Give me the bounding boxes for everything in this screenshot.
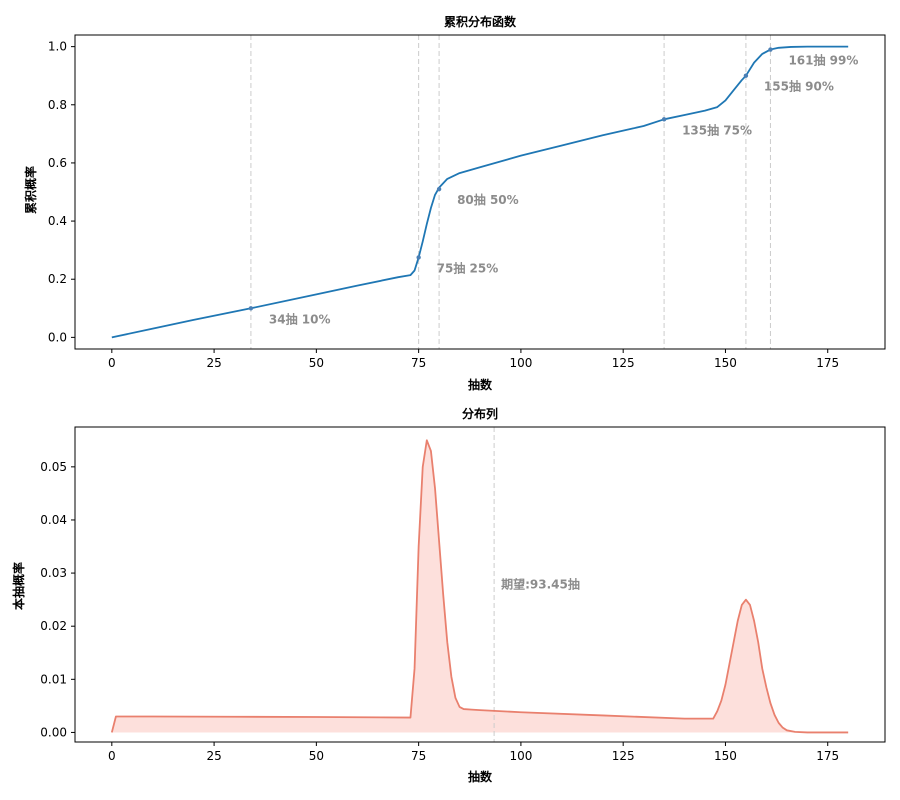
cdf-marker-point-5 bbox=[768, 47, 773, 52]
pmf-axes-frame bbox=[74, 426, 886, 743]
cdf-marker-point-3 bbox=[661, 117, 667, 122]
pmf-marker-label-0: 期望:93.45抽 bbox=[501, 577, 580, 592]
cdf-xtick-label-6: 150 bbox=[714, 356, 737, 370]
cdf-ytick-label-3: 0.6 bbox=[48, 156, 67, 170]
cdf-chart: 累积分布函数 抽数 累积概率 34抽 10% 75抽 25% 80抽 50% 135抽… bbox=[23, 14, 886, 392]
cdf-marker-point-0 bbox=[248, 306, 254, 311]
cdf-ytick-label-1: 0.2 bbox=[48, 272, 67, 286]
pmf-ytick-label-5: 0.05 bbox=[40, 460, 67, 474]
cdf-xtick-label-7: 175 bbox=[816, 356, 839, 370]
cdf-ytick-label-4: 0.8 bbox=[48, 98, 67, 112]
pmf-title: 分布列 bbox=[462, 406, 498, 421]
pmf-ytick-label-4: 0.04 bbox=[40, 513, 67, 527]
pmf-ytick-label-1: 0.01 bbox=[40, 672, 67, 686]
cdf-ytick-label-0: 0.0 bbox=[48, 330, 67, 344]
cdf-ytick-label-5: 1.0 bbox=[48, 40, 67, 54]
pmf-chart: 分布列 抽数 本抽概率 期望:93.45抽 0 25 50 75 100 125 150 175… bbox=[11, 406, 886, 784]
cdf-title: 累积分布函数 bbox=[444, 14, 517, 29]
cdf-xtick-label-0: 0 bbox=[108, 356, 116, 370]
cdf-marker-label-4: 155抽 90% bbox=[764, 79, 834, 94]
pmf-xlabel: 抽数 bbox=[468, 769, 493, 784]
pmf-xtick-label-0: 0 bbox=[108, 749, 116, 763]
cdf-marker-point-2 bbox=[436, 186, 442, 192]
pmf-area-fill bbox=[111, 440, 849, 733]
cdf-xtick-label-3: 75 bbox=[411, 356, 426, 370]
cdf-marker-label-1: 75抽 25% bbox=[437, 260, 499, 275]
pmf-xtick-label-5: 125 bbox=[612, 749, 635, 763]
cdf-xtick-label-2: 50 bbox=[309, 356, 324, 370]
pmf-ytick-label-2: 0.02 bbox=[40, 619, 67, 633]
cdf-axes-frame bbox=[74, 34, 886, 350]
cdf-marker-label-5: 161抽 99% bbox=[788, 53, 858, 68]
cdf-xtick-label-1: 25 bbox=[206, 356, 221, 370]
pmf-xtick-label-4: 100 bbox=[509, 749, 532, 763]
cdf-ytick-label-2: 0.4 bbox=[48, 214, 67, 228]
pmf-xtick-label-3: 75 bbox=[411, 749, 426, 763]
cdf-marker-label-0: 34抽 10% bbox=[269, 311, 331, 326]
pmf-xtick-label-6: 150 bbox=[714, 749, 737, 763]
pmf-ytick-label-0: 0.00 bbox=[40, 725, 67, 739]
pmf-ytick-label-3: 0.03 bbox=[40, 566, 67, 580]
cdf-plot-area: 34抽 10% 75抽 25% 80抽 50% 135抽 75% 155抽 90% 161… bbox=[48, 34, 886, 370]
cdf-xtick-label-4: 100 bbox=[509, 356, 532, 370]
pmf-plot-area: 期望:93.45抽 0 25 50 75 100 125 150 175 0.00 0.01 0.02… bbox=[40, 426, 886, 763]
pmf-xtick-label-7: 175 bbox=[816, 749, 839, 763]
cdf-xtick-label-5: 125 bbox=[612, 356, 635, 370]
cdf-xlabel: 抽数 bbox=[468, 377, 493, 392]
cdf-marker-label-3: 135抽 75% bbox=[682, 122, 752, 137]
cdf-ylabel: 累积概率 bbox=[23, 166, 38, 214]
pmf-series-line bbox=[110, 439, 849, 734]
pmf-xtick-label-1: 25 bbox=[206, 749, 221, 763]
cdf-marker-label-2: 80抽 50% bbox=[457, 192, 519, 207]
cdf-marker-point-1 bbox=[416, 255, 421, 260]
cdf-marker-point-4 bbox=[743, 73, 749, 78]
pmf-ylabel: 本抽概率 bbox=[11, 562, 26, 610]
pmf-xtick-label-2: 50 bbox=[309, 749, 324, 763]
cdf-series-line bbox=[111, 45, 849, 339]
